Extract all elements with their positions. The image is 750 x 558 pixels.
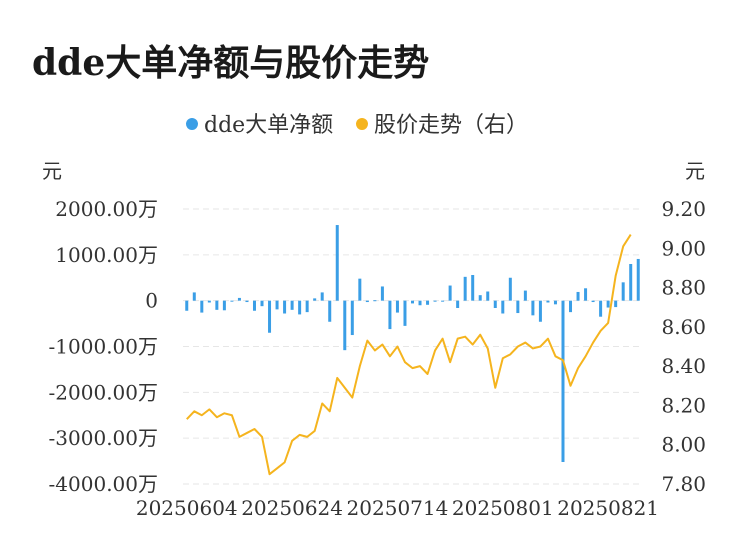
right-tick-label: 9.20 (661, 197, 706, 221)
dde-bar (591, 300, 595, 303)
dde-bar (222, 300, 226, 311)
dde-bar (599, 300, 603, 317)
dde-bar (283, 300, 287, 314)
dde-bar (463, 276, 467, 301)
right-axis-unit: 元 (685, 159, 705, 183)
dde-bar (411, 300, 414, 304)
dde-bar (237, 297, 241, 301)
dde-bar (448, 285, 452, 301)
dde-bar (441, 300, 445, 302)
right-tick-label: 9.00 (661, 236, 706, 260)
price-line (186, 233, 632, 476)
dde-bar (501, 300, 505, 314)
dde-bar (200, 300, 204, 313)
dde-bar (569, 300, 573, 313)
x-tick-label: 20250604 (136, 496, 238, 520)
legend-marker-dde (186, 118, 198, 130)
dde-bar (553, 300, 557, 305)
dde-bar (418, 300, 422, 306)
x-tick-label: 20250821 (557, 496, 659, 520)
dde-bar (320, 292, 324, 301)
dde-bar (433, 300, 437, 302)
line-series (186, 233, 632, 476)
left-tick-label: 2000.00万 (55, 197, 158, 221)
dde-bar (275, 300, 279, 310)
dde-bar (478, 295, 482, 301)
left-tick-label: -4000.00万 (49, 472, 158, 496)
dde-bar (245, 300, 249, 303)
dde-bar (260, 300, 264, 307)
dde-bar (313, 298, 317, 301)
dde-bar (584, 288, 588, 301)
legend-label-dde: dde大单净额 (204, 113, 333, 138)
left-tick-label: -3000.00万 (49, 426, 158, 450)
legend: dde大单净额 股价走势（右） (186, 113, 528, 138)
dde-bar (268, 300, 272, 333)
dde-bar (207, 300, 211, 303)
dde-bar (403, 300, 407, 326)
axes: 2000.00万 1000.00万 0 -1000.00万 -2000.00万 -3000… (42, 159, 706, 520)
right-tick-label: 8.00 (661, 433, 706, 457)
legend-label-price: 股价走势（右） (374, 113, 528, 138)
chart-title: dde大单净额与股价走势 (32, 42, 430, 84)
x-tick-label: 20250624 (241, 496, 343, 520)
dde-bar (335, 225, 339, 301)
dde-bar (636, 258, 640, 301)
dde-bar (508, 277, 512, 301)
right-tick-label: 8.60 (661, 315, 706, 339)
left-tick-label: 0 (145, 289, 158, 313)
dde-bar (215, 300, 219, 310)
dde-bar (516, 300, 520, 314)
dde-bar (493, 300, 497, 308)
right-tick-label: 8.40 (661, 354, 706, 378)
grid-lines (183, 208, 642, 485)
x-tick-label: 20250801 (452, 496, 554, 520)
dde-bar (328, 300, 332, 322)
dde-bar (614, 300, 618, 308)
dde-bar (305, 300, 309, 313)
bar-series (185, 225, 640, 462)
right-tick-label: 8.80 (661, 276, 706, 300)
dde-bar (230, 300, 234, 302)
dde-bar (185, 300, 189, 311)
left-tick-label: 1000.00万 (55, 243, 158, 267)
x-tick-label: 20250714 (347, 496, 449, 520)
dde-bar (298, 300, 302, 315)
left-axis-unit: 元 (42, 159, 62, 183)
dde-bar (252, 300, 256, 311)
dde-bar (538, 300, 542, 322)
dde-bar (350, 300, 354, 336)
dde-bar (621, 282, 625, 301)
dde-bar (358, 278, 362, 301)
dde-bar (365, 300, 369, 303)
dde-bar (192, 292, 196, 301)
dde-bar (486, 291, 490, 301)
dde-bar (290, 300, 294, 310)
dde-bar (395, 300, 399, 313)
dde-bar (456, 300, 460, 308)
dde-bar (531, 300, 535, 316)
right-tick-label: 7.80 (661, 472, 706, 496)
dde-bar (576, 291, 580, 301)
dde-bar (471, 275, 475, 301)
dde-bar (373, 300, 377, 302)
dde-bar (606, 300, 610, 308)
dde-bar (523, 290, 527, 301)
dde-bar (546, 300, 550, 303)
dde-bar (629, 264, 633, 301)
left-tick-label: -2000.00万 (49, 380, 158, 404)
dde-bar (561, 300, 565, 462)
dde-bar (380, 286, 384, 301)
dde-bar (388, 300, 392, 330)
legend-marker-price (356, 118, 368, 130)
dde-bar (343, 300, 347, 351)
left-tick-label: -1000.00万 (49, 335, 158, 359)
dde-bar (426, 300, 430, 305)
right-tick-label: 8.20 (661, 393, 706, 417)
